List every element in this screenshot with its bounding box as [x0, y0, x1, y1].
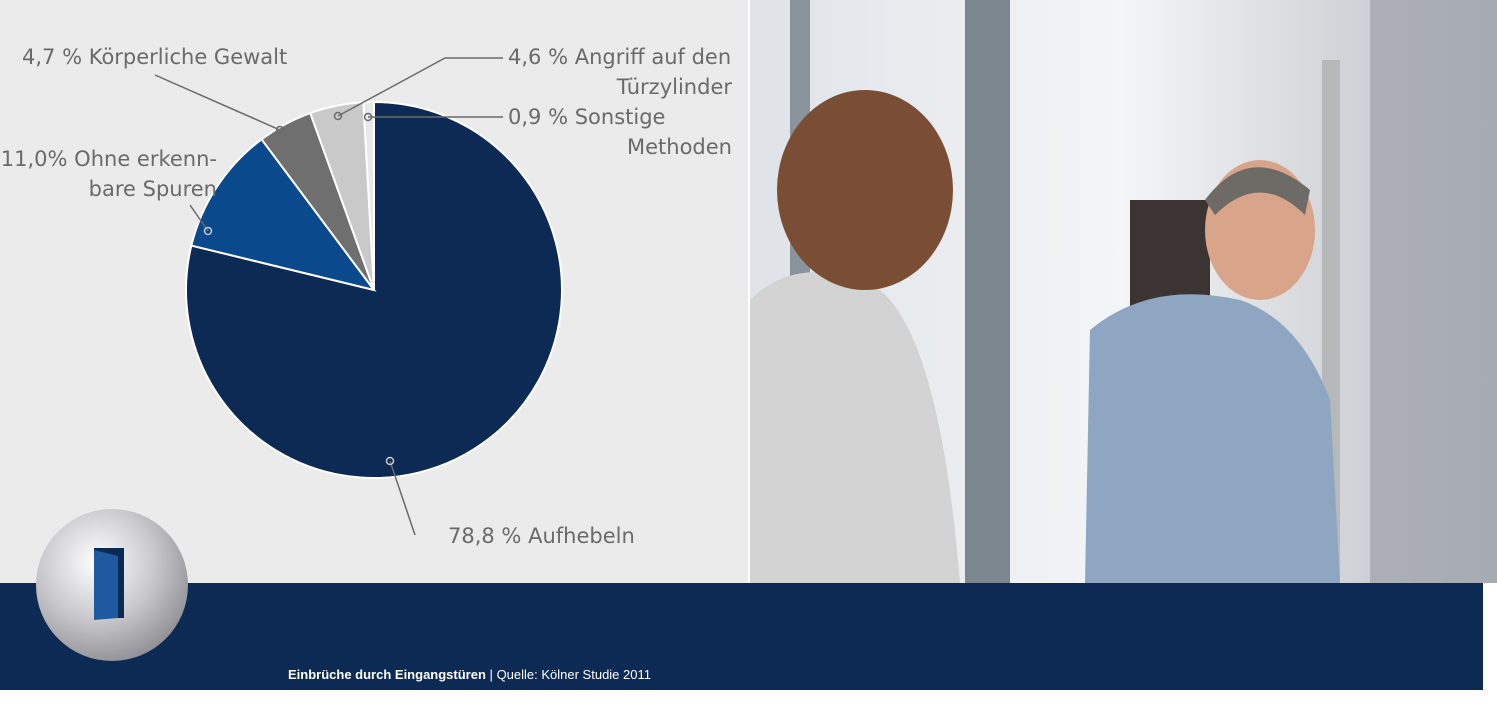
leader-dot	[333, 111, 343, 121]
leader-dot	[203, 226, 213, 236]
footer-band	[0, 583, 1483, 690]
category-label: Körperliche Gewalt	[89, 45, 288, 69]
pie	[185, 100, 563, 479]
leader-line	[389, 460, 416, 536]
caption: Einbrüche durch Eingangstüren	[288, 667, 486, 682]
slice-label: 0,9 % Sonstige	[508, 105, 665, 129]
value-label: 0,9 %	[508, 105, 568, 129]
leader-dot	[363, 112, 373, 122]
value-label: 11,0%	[1, 147, 68, 171]
leader-line	[154, 74, 281, 131]
value-label: 78,8 %	[448, 524, 521, 548]
leader-line	[337, 57, 503, 117]
footer-text: Einbrüche durch Eingangstüren | Quelle: …	[288, 667, 651, 682]
photo	[750, 0, 1497, 583]
category-label: Türzylinder	[616, 75, 733, 99]
value-label: 4,6 %	[508, 45, 568, 69]
separator: |	[490, 667, 493, 682]
icon-sphere	[36, 509, 188, 661]
slice-label: 11,0% Ohne erkenn-	[1, 147, 217, 171]
labels: 78,8 % Aufhebeln 11,0% Ohne erkenn-bare S…	[1, 45, 733, 548]
slice-label: 4,6 % Angriff auf den	[508, 45, 731, 69]
value-label: 4,7 %	[22, 45, 82, 69]
pie-slice	[190, 137, 377, 292]
category-label: Aufhebeln	[528, 524, 635, 548]
leader-dot	[385, 456, 395, 466]
category-label: Sonstige	[575, 105, 666, 129]
category-label: Angriff auf den	[575, 45, 731, 69]
category-label: Ohne erkenn-	[74, 147, 217, 171]
leader-dot	[275, 125, 285, 135]
slice-label: 4,7 % Körperliche Gewalt	[22, 45, 287, 69]
source: Quelle: Kölner Studie 2011	[497, 667, 651, 682]
slice-label: 78,8 % Aufhebeln	[448, 524, 635, 548]
category-label: Methoden	[627, 135, 732, 159]
leader-line	[189, 204, 209, 232]
category-label: bare Spuren	[89, 177, 217, 201]
